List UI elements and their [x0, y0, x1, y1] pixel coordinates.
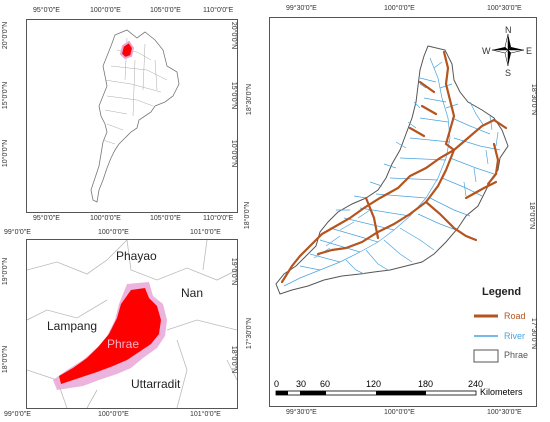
inset-left-tick-1: 15°0'0"N	[2, 81, 10, 110]
prov-right-tick-1: 18°0'0"N	[230, 345, 238, 374]
main-left-tick-0: 18°30'0"N	[246, 83, 254, 116]
inset-bottom-tick-3: 110°0'0"E	[203, 215, 234, 222]
watershed-map	[275, 45, 509, 295]
main-bottom-tick-2: 100°30'0"E	[487, 409, 522, 416]
legend-road-label: Road	[504, 311, 526, 321]
prov-top-tick-1: 100°0'0"E	[98, 229, 129, 236]
scale-unit: Kilometers	[480, 387, 523, 397]
thailand-outline	[90, 29, 180, 203]
main-top-tick-1: 100°0'0"E	[384, 5, 415, 12]
place-lampang: Lampang	[47, 319, 98, 333]
main-top-tick-0: 99°30'0"E	[286, 5, 317, 12]
legend-title: Legend	[482, 286, 522, 298]
legend-phrae-swatch	[473, 349, 499, 363]
inset-bottom-tick-1: 100°0'0"E	[90, 215, 121, 222]
province-boundaries	[27, 240, 237, 408]
prov-left-tick-1: 18°0'0"N	[2, 345, 10, 374]
prov-top-tick-2: 101°0'0"E	[190, 229, 221, 236]
legend-phrae-label: Phrae	[504, 350, 529, 360]
compass-e: E	[526, 46, 533, 56]
compass-s: S	[505, 68, 512, 78]
main-map-panel: N S W E Legend Road River Phrae 0 30 60 …	[269, 17, 537, 407]
place-uttarradit: Uttarradit	[131, 377, 181, 391]
inset-right-tick-0: 20°0'0"N	[230, 21, 238, 50]
prov-bottom-tick-1: 100°0'0"E	[98, 411, 129, 418]
inset-bottom-tick-2: 105°0'0"E	[150, 215, 181, 222]
scale-tick-3: 120	[366, 379, 382, 389]
main-right-tick-2: 17°30'0"N	[530, 317, 538, 350]
inset-map-panel	[26, 19, 238, 213]
scale-tick-2: 60	[320, 379, 331, 389]
main-top-tick-2: 100°30'0"E	[487, 5, 522, 12]
inset-right-tick-2: 10°0'0"N	[230, 139, 238, 168]
inset-top-tick-3: 110°0'0"E	[203, 7, 234, 14]
inset-left-tick-0: 20°0'0"N	[2, 21, 10, 50]
inset-right-tick-1: 15°0'0"N	[230, 81, 238, 110]
main-left-tick-1: 18°0'0"N	[244, 201, 252, 230]
compass-w: W	[482, 46, 491, 56]
prov-bottom-tick-0: 99°0'0"E	[4, 411, 31, 418]
legend-swatches	[473, 314, 499, 363]
prov-top-tick-0: 99°0'0"E	[4, 229, 31, 236]
inset-bottom-tick-0: 95°0'0"E	[33, 215, 60, 222]
inset-left-tick-2: 10°0'0"N	[2, 139, 10, 168]
main-bottom-tick-0: 99°30'0"E	[286, 409, 317, 416]
main-right-tick-0: 18°30'0"N	[530, 83, 538, 116]
inset-top-tick-1: 100°0'0"E	[90, 7, 121, 14]
map-legend: Legend Road River Phrae	[466, 280, 536, 370]
scale-bar-graphic	[275, 390, 477, 396]
place-nan: Nan	[181, 286, 204, 300]
legend-river-label: River	[504, 331, 526, 341]
scale-tick-4: 180	[418, 379, 434, 389]
compass-n: N	[505, 25, 512, 35]
main-bottom-tick-1: 100°0'0"E	[384, 409, 415, 416]
inset-top-tick-2: 105°0'0"E	[150, 7, 181, 14]
prov-bottom-tick-2: 101°0'0"E	[190, 411, 221, 418]
scale-bar: 0 30 60 120 180 240 Kilometers	[274, 373, 534, 403]
place-phrae: Phrae	[107, 337, 140, 351]
scale-tick-1: 30	[296, 379, 307, 389]
inset-top-tick-0: 95°0'0"E	[33, 7, 60, 14]
prov-left-tick-0: 19°0'0"N	[2, 257, 10, 286]
scale-tick-0: 0	[274, 379, 280, 389]
place-phayao: Phayao	[116, 249, 157, 263]
main-left-tick-2: 17°30'0"N	[246, 317, 254, 350]
scale-tick-5: 240	[468, 379, 484, 389]
main-right-tick-1: 18°0'0"N	[528, 201, 536, 230]
compass-icon	[491, 33, 525, 67]
prov-right-tick-0: 19°0'0"N	[230, 257, 238, 286]
province-map-panel: Phayao Nan Lampang Phrae Uttarradit	[26, 239, 238, 409]
